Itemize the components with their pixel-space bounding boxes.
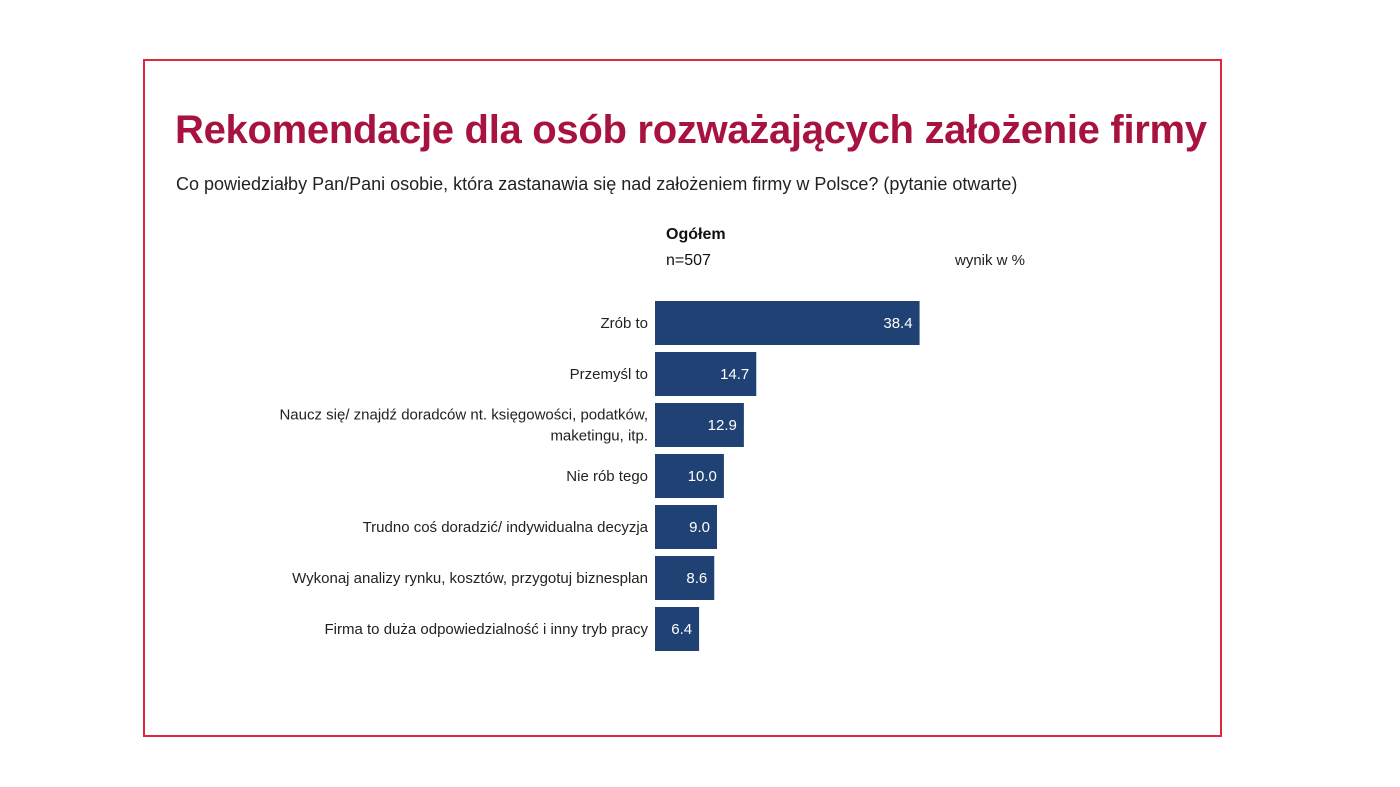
chart-frame — [143, 59, 1222, 737]
bar — [655, 454, 724, 498]
series-group-label: Ogółem — [666, 226, 726, 243]
bar — [655, 505, 718, 549]
page-title: Rekomendacje dla osób rozważających zało… — [175, 108, 1207, 152]
category-label: Naucz się/ znajdź doradców nt. księgowoś… — [279, 407, 648, 445]
bar-value-label: 6.4 — [671, 621, 692, 638]
bar-value-label: 9.0 — [689, 519, 710, 536]
category-label-line: Nie rób tego — [566, 468, 648, 485]
category-label: Przemyśl to — [570, 366, 648, 383]
category-label-line: maketingu, itp. — [550, 428, 648, 445]
category-label: Firma to duża odpowiedzialność i inny tr… — [325, 621, 649, 638]
category-label: Nie rób tego — [566, 468, 648, 485]
category-label-line: Firma to duża odpowiedzialność i inny tr… — [325, 621, 649, 638]
chart-subtitle: Co powiedziałby Pan/Pani osobie, która z… — [176, 174, 1018, 194]
bar — [655, 607, 700, 651]
category-label-line: Przemyśl to — [570, 366, 648, 383]
category-label-line: Wykonaj analizy rynku, kosztów, przygotu… — [292, 570, 648, 587]
bar — [655, 403, 744, 447]
bar-value-label: 10.0 — [688, 468, 717, 485]
bar — [655, 352, 757, 396]
bar-value-label: 12.9 — [708, 417, 737, 434]
category-label: Zrób to — [600, 315, 648, 332]
sample-size-label: n=507 — [666, 252, 711, 269]
unit-note: wynik w % — [955, 252, 1026, 269]
bar-value-label: 8.6 — [686, 570, 707, 587]
category-label: Trudno coś doradzić/ indywidualna decyzj… — [363, 519, 649, 536]
category-label-line: Naucz się/ znajdź doradców nt. księgowoś… — [279, 407, 648, 424]
bar — [655, 556, 715, 600]
category-label: Wykonaj analizy rynku, kosztów, przygotu… — [292, 570, 648, 587]
category-label-line: Zrób to — [600, 315, 648, 332]
bar-value-label: 14.7 — [720, 366, 749, 383]
category-label-line: Trudno coś doradzić/ indywidualna decyzj… — [363, 519, 649, 536]
bar-value-label: 38.4 — [883, 315, 912, 332]
bar — [655, 301, 920, 345]
